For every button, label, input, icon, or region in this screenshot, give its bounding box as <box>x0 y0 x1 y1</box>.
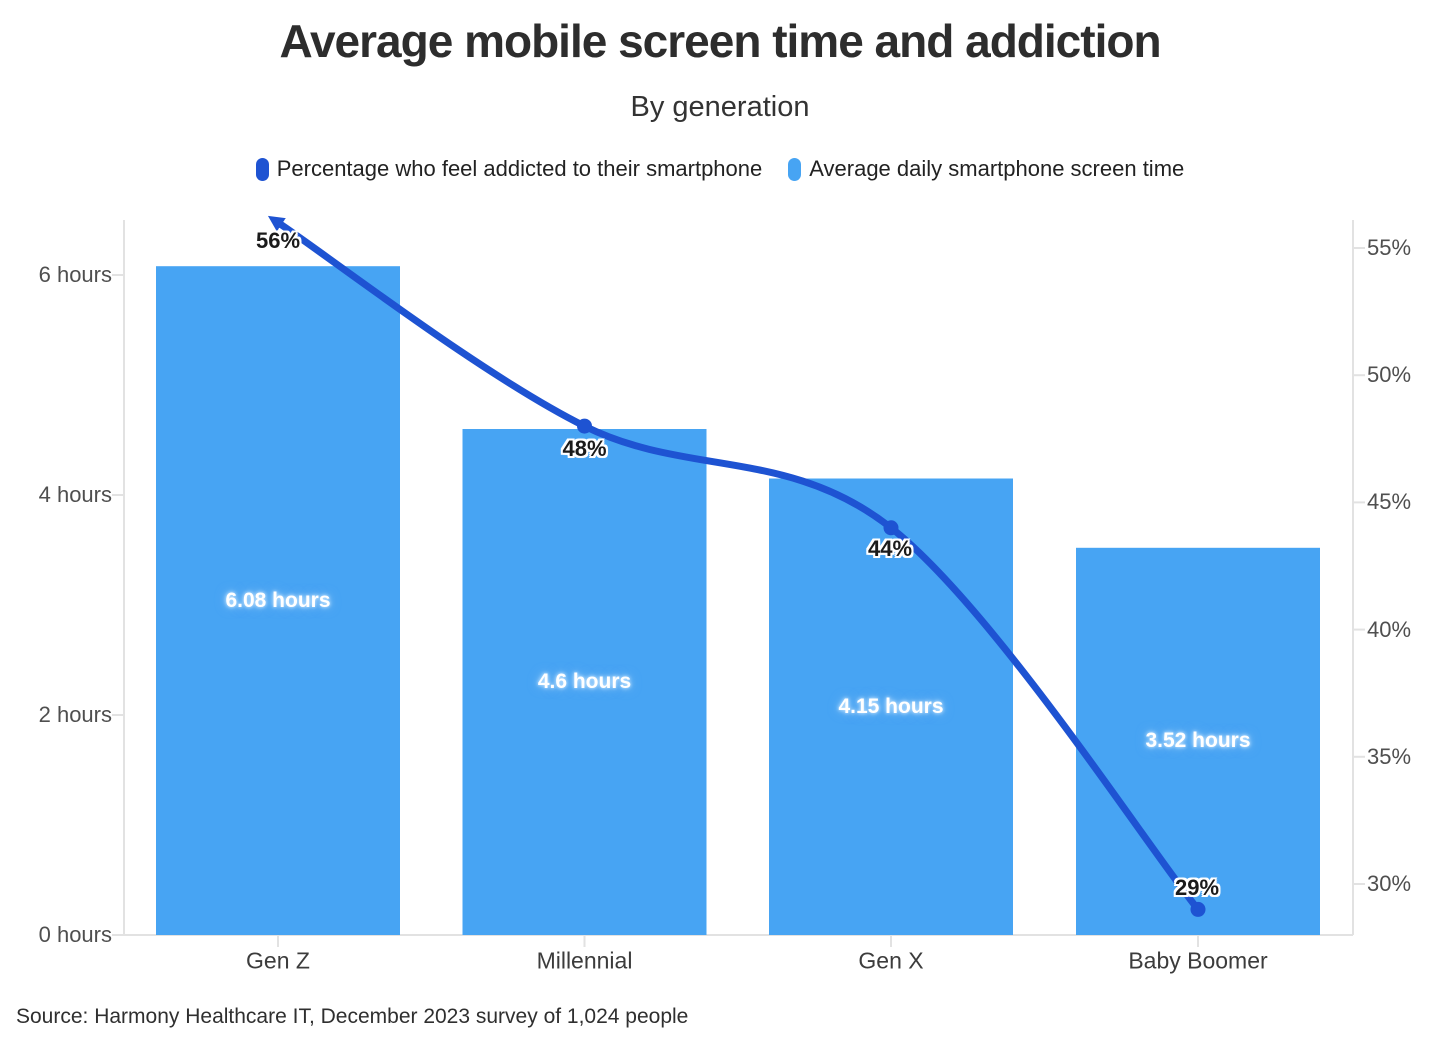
line-point-dot-millennial <box>577 418 592 434</box>
legend: Percentage who feel addicted to their sm… <box>0 156 1440 182</box>
line-point-dot-gen-x <box>883 520 899 536</box>
y-left-tick-label: 6 hours <box>38 262 112 287</box>
x-category-label-gen-x: Gen X <box>858 947 924 974</box>
bar-gen-z <box>156 266 400 935</box>
y-right-tick-label: 30% <box>1367 871 1412 896</box>
y-right-tick-label: 55% <box>1367 235 1412 260</box>
bar-millennial <box>462 429 707 935</box>
bar-gen-x <box>769 478 1013 935</box>
y-right-tick-label: 50% <box>1367 362 1412 388</box>
line-value-label-millennial: 48% <box>562 436 607 462</box>
y-left-tick-label: 2 hours <box>38 702 112 727</box>
y-right-tick-label: 45% <box>1367 489 1412 515</box>
legend-marker-icon <box>255 157 269 181</box>
line-value-label-gen-x: 44% <box>867 535 913 561</box>
x-category-label-millennial: Millennial <box>536 947 633 974</box>
legend-item-1: Average daily smartphone screen time <box>788 156 1184 182</box>
legend-item-label: Average daily smartphone screen time <box>809 156 1185 181</box>
y-left-tick-label: 0 hours <box>38 922 112 947</box>
chart-subtitle: By generation <box>630 91 810 123</box>
x-category-label-baby-boomer: Baby Boomer <box>1128 947 1268 974</box>
line-value-label-baby-boomer: 29% <box>1174 875 1220 901</box>
addiction-line <box>267 215 1202 913</box>
x-category-label-gen-z: Gen Z <box>246 947 310 974</box>
chart-title: Average mobile screen time and addiction <box>279 15 1161 67</box>
line-point-dot-baby-boomer <box>1190 901 1206 917</box>
bar-baby-boomer <box>1076 547 1320 935</box>
bar-value-label-gen-z: 6.08 hours <box>225 588 331 612</box>
y-right-tick-label: 35% <box>1367 743 1412 769</box>
legend-marker-icon <box>788 157 802 181</box>
bar-value-label-gen-x: 4.15 hours <box>838 694 944 718</box>
line-value-label-gen-z: 56% <box>255 227 301 253</box>
bar-value-label-baby-boomer: 3.52 hours <box>1145 729 1251 753</box>
source-note: Source: Harmony Healthcare IT, December … <box>16 1005 689 1028</box>
bar-value-label-millennial: 4.6 hours <box>537 670 632 693</box>
legend-item-0: Percentage who feel addicted to their sm… <box>255 156 763 182</box>
y-left-tick-label: 4 hours <box>38 482 112 507</box>
y-right-tick-label: 40% <box>1367 616 1412 642</box>
legend-item-label: Percentage who feel addicted to their sm… <box>276 156 763 181</box>
